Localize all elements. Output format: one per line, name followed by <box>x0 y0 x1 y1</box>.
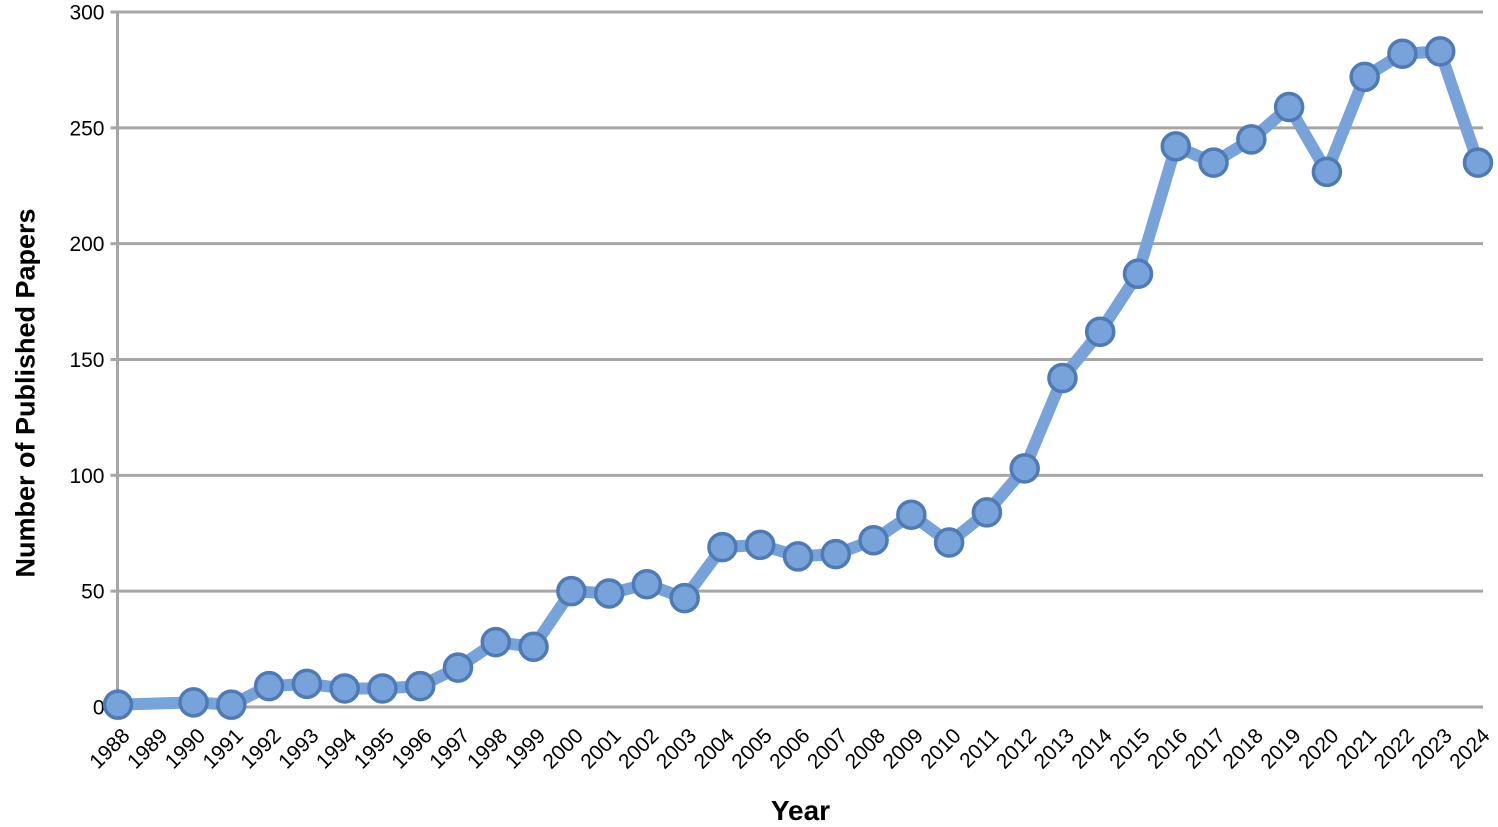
x-tick-label-2024: 2024 <box>1445 724 1495 774</box>
y-axis-title: Number of Published Papers <box>10 208 41 578</box>
data-point-1996 <box>404 670 436 702</box>
data-point-2006 <box>782 541 814 572</box>
data-point-2005 <box>744 529 776 561</box>
data-point-2003 <box>669 582 700 614</box>
data-point-1997 <box>442 652 474 683</box>
y-tick-label-200: 200 <box>69 233 104 256</box>
data-point-2011 <box>971 497 1003 528</box>
y-tick-label-300: 300 <box>69 2 104 25</box>
data-point-2021 <box>1349 61 1380 93</box>
x-tick-label-1990: 1990 <box>161 724 210 773</box>
data-point-2016 <box>1160 131 1192 162</box>
data-point-2002 <box>631 568 663 600</box>
y-tick-label-100: 100 <box>69 465 104 488</box>
x-tick-label-1991: 1991 <box>199 724 248 773</box>
x-tick-label-1993: 1993 <box>274 724 323 773</box>
x-tick-label-1998: 1998 <box>463 724 512 773</box>
data-point-1998 <box>480 626 512 658</box>
x-tick-label-2005: 2005 <box>727 724 776 773</box>
data-point-1991 <box>216 689 247 720</box>
x-tick-label-2022: 2022 <box>1370 724 1419 773</box>
data-point-2018 <box>1236 124 1267 155</box>
data-point-2004 <box>707 531 738 563</box>
x-tick-label-2007: 2007 <box>803 724 852 773</box>
data-point-2023 <box>1424 36 1456 67</box>
x-tick-label-2010: 2010 <box>916 724 965 773</box>
data-point-2009 <box>896 499 927 530</box>
x-tick-label-2001: 2001 <box>576 724 625 773</box>
data-point-2014 <box>1084 316 1116 347</box>
x-tick-label-2011: 2011 <box>955 724 1003 772</box>
data-point-1994 <box>329 673 360 704</box>
x-tick-label-2000: 2000 <box>539 724 588 773</box>
x-tick-label-2008: 2008 <box>841 724 890 773</box>
y-tick-label-150: 150 <box>69 349 104 372</box>
series-line <box>112 45 1484 711</box>
y-tick-label-250: 250 <box>69 117 104 140</box>
x-tick-label-2021: 2021 <box>1332 724 1381 773</box>
x-tick-label-2012: 2012 <box>992 724 1041 773</box>
x-tick-label-2019: 2019 <box>1256 724 1305 773</box>
x-tick-label-2006: 2006 <box>765 724 814 773</box>
data-point-2001 <box>593 578 625 609</box>
x-tick-label-1988: 1988 <box>85 724 134 773</box>
x-axis-title: Year <box>770 795 831 826</box>
y-tick-label-50: 50 <box>81 581 104 604</box>
data-point-2008 <box>858 524 889 556</box>
x-tick-label-1992: 1992 <box>236 724 285 773</box>
data-point-1992 <box>253 670 285 702</box>
data-point-2024 <box>1462 147 1494 178</box>
data-point-1993 <box>291 668 323 700</box>
x-tick-label-1995: 1995 <box>350 724 399 773</box>
x-tick-label-2018: 2018 <box>1219 724 1268 773</box>
x-tick-label-2003: 2003 <box>652 724 701 773</box>
x-tick-label-1994: 1994 <box>312 724 362 774</box>
x-tick-label-2020: 2020 <box>1294 724 1343 773</box>
data-point-2022 <box>1387 38 1418 69</box>
data-point-1990 <box>178 687 209 718</box>
data-point-2012 <box>1009 453 1040 484</box>
y-tick-label-0: 0 <box>93 697 105 720</box>
x-tick-label-1999: 1999 <box>501 724 550 773</box>
x-tick-label-2023: 2023 <box>1407 724 1456 773</box>
x-tick-label-2002: 2002 <box>614 724 663 773</box>
x-tick-label-2013: 2013 <box>1030 724 1079 773</box>
x-tick-label-1989: 1989 <box>123 724 172 773</box>
x-tick-label-2009: 2009 <box>879 724 928 773</box>
x-tick-label-2004: 2004 <box>690 724 740 774</box>
data-point-2000 <box>556 575 587 607</box>
data-point-2015 <box>1122 258 1154 290</box>
data-point-2013 <box>1047 362 1078 394</box>
x-tick-label-2015: 2015 <box>1105 724 1154 773</box>
data-point-2019 <box>1273 91 1305 123</box>
x-tick-label-2014: 2014 <box>1067 724 1117 774</box>
data-point-1999 <box>518 631 549 663</box>
data-point-1995 <box>367 673 398 704</box>
x-tick-label-1997: 1997 <box>425 724 474 773</box>
data-point-2017 <box>1198 147 1229 178</box>
x-tick-label-1996: 1996 <box>387 724 436 773</box>
x-tick-label-2017: 2017 <box>1181 724 1230 773</box>
data-point-2007 <box>820 538 852 570</box>
x-tick-label-2016: 2016 <box>1143 724 1192 773</box>
data-point-2020 <box>1311 156 1343 188</box>
data-point-2010 <box>933 527 965 558</box>
data-point-1988 <box>102 689 134 720</box>
